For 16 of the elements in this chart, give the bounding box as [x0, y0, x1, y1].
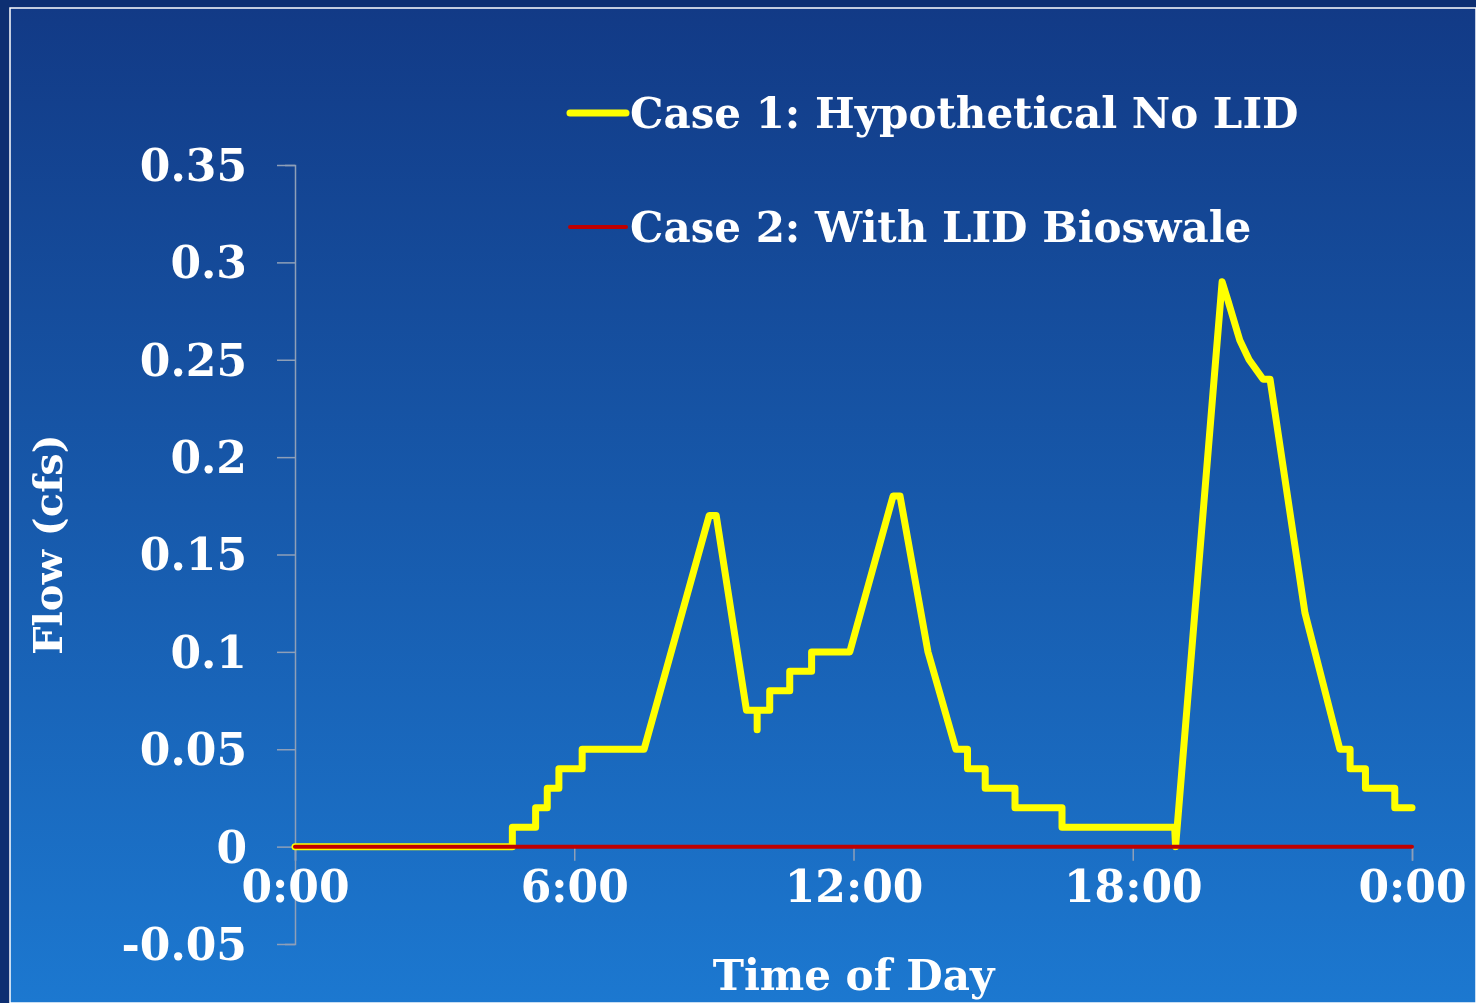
x-tick-label: 12:00 [784, 861, 924, 913]
x-tick-label: 0:00 [1358, 861, 1467, 913]
y-axis-title: Flow (cfs) [24, 434, 71, 655]
x-axis-title: Time of Day [712, 951, 996, 1000]
y-tick-label: 0.15 [139, 529, 247, 581]
y-tick-label: 0.25 [139, 334, 247, 386]
y-tick-label: 0.3 [170, 237, 247, 289]
y-tick-label: -0.05 [121, 918, 247, 970]
x-tick-label: 6:00 [520, 861, 629, 913]
legend-label: Case 1: Hypothetical No LID [630, 88, 1299, 138]
y-tick-label: 0.05 [139, 724, 247, 776]
y-tick-label: 0.2 [170, 432, 247, 484]
legend-label: Case 2: With LID Bioswale [630, 202, 1252, 252]
y-tick-label: 0.35 [139, 139, 247, 191]
x-tick-label: 18:00 [1063, 861, 1203, 913]
y-tick-label: 0.1 [170, 626, 247, 678]
